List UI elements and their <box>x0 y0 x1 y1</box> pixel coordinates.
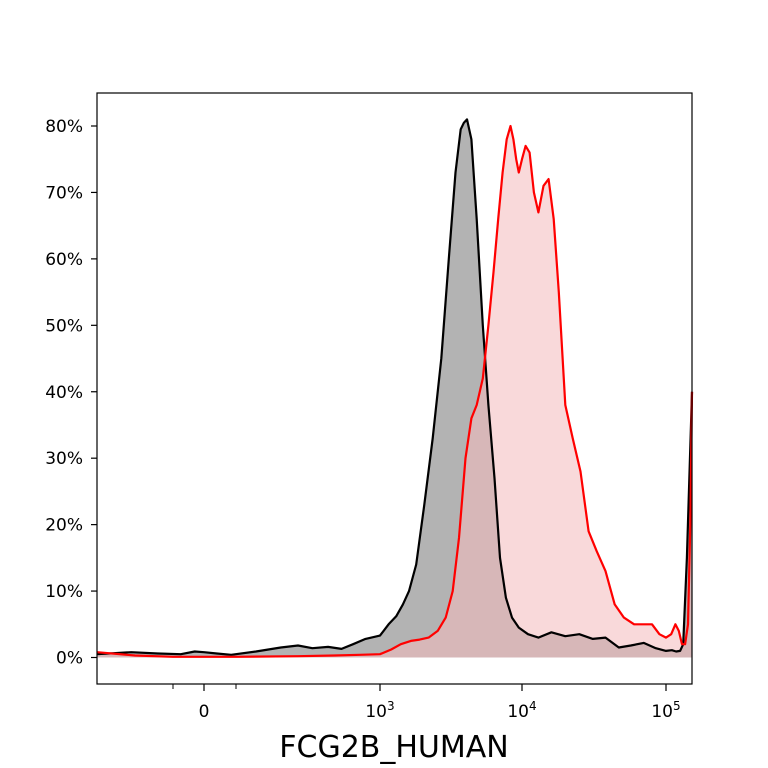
x-tick-label-2: 104 <box>507 699 536 722</box>
plot-frame <box>96 92 693 685</box>
y-tick-label-3: 30% <box>45 449 83 469</box>
series-layer <box>96 118 694 658</box>
y-tick-label-1: 10% <box>45 582 83 602</box>
x-tick-label-0: 0 <box>199 702 210 722</box>
x-tick-label-3: 105 <box>651 699 680 722</box>
x-tick-label-1: 103 <box>365 699 394 722</box>
y-tick-label-8: 80% <box>45 117 83 137</box>
y-axis: 0% 10% 20% 30% 40% 50% 60% 70% 80% <box>45 117 97 669</box>
series-1-line <box>96 124 694 658</box>
y-tick-label-0: 0% <box>56 649 83 669</box>
y-tick-label-7: 70% <box>45 183 83 203</box>
y-tick-label-6: 60% <box>45 250 83 270</box>
y-tick-label-5: 50% <box>45 316 83 336</box>
y-tick-label-4: 40% <box>45 383 83 403</box>
x-axis-title: FCG2B_HUMAN <box>279 730 508 765</box>
x-axis: 0 103 104 105 <box>172 684 681 722</box>
series-0-line <box>96 118 694 656</box>
series-1-fill <box>97 126 692 658</box>
y-tick-label-2: 20% <box>45 516 83 536</box>
